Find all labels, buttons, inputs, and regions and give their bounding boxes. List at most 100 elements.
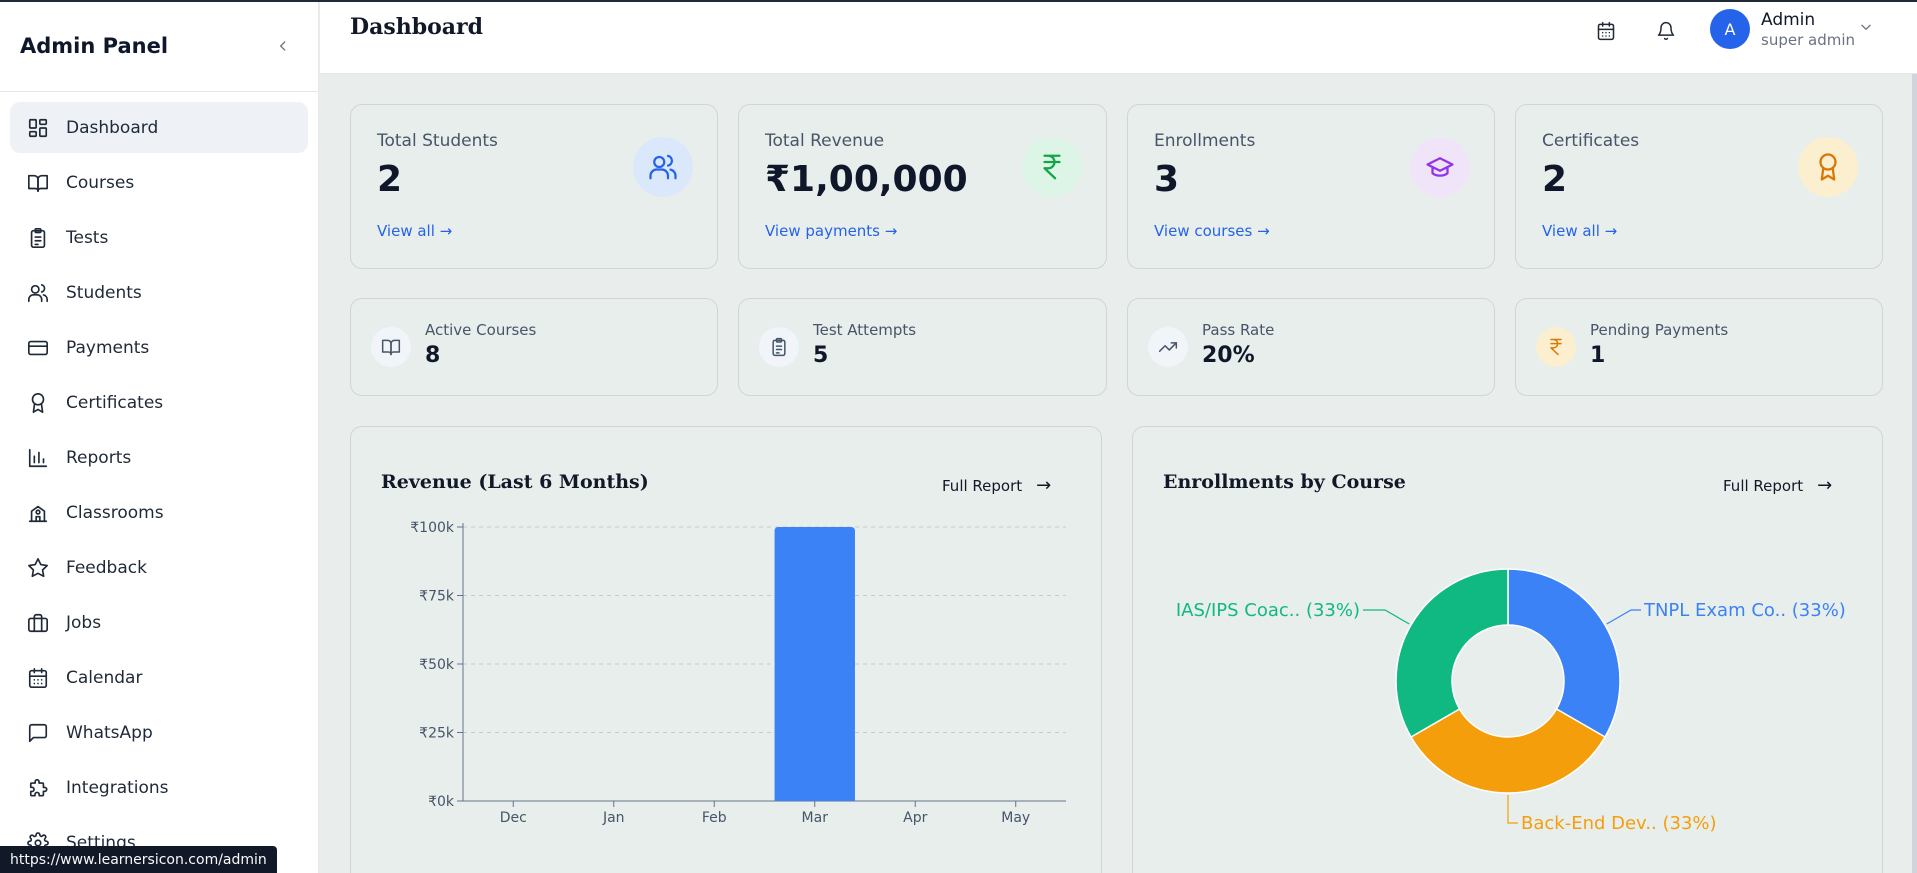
bar-chart-icon	[26, 446, 50, 470]
sidebar-item-certificates[interactable]: Certificates	[10, 377, 308, 428]
mini-label: Pending Payments	[1590, 321, 1729, 339]
y-tick-label: ₹50k	[419, 657, 455, 673]
rupee-icon	[1536, 327, 1576, 367]
sidebar-item-label: Students	[66, 282, 142, 303]
y-tick-label: ₹25k	[419, 726, 455, 742]
stat-label: Certificates	[1542, 131, 1640, 151]
sidebar-item-calendar[interactable]: Calendar	[10, 652, 308, 703]
message-icon	[26, 721, 50, 745]
graduation-cap-icon	[1410, 137, 1470, 197]
avatar[interactable]: A	[1710, 9, 1750, 49]
stat-card-total-students: Total Students 2 View all →	[350, 104, 718, 269]
book-icon	[371, 327, 411, 367]
arrow-right-icon: →	[1036, 475, 1052, 496]
x-tick-label: Jan	[602, 810, 625, 826]
view-courses-link[interactable]: View courses →	[1154, 222, 1270, 240]
mini-value: 5	[813, 343, 829, 368]
sidebar-item-label: Calendar	[66, 667, 143, 688]
stat-value: 2	[377, 159, 403, 200]
notifications-button[interactable]	[1652, 17, 1680, 45]
chevron-left-icon	[280, 40, 286, 51]
sidebar-item-tests[interactable]: Tests	[10, 212, 308, 263]
book-icon	[26, 171, 50, 195]
briefcase-icon	[26, 611, 50, 635]
stat-label: Enrollments	[1154, 131, 1256, 151]
stat-label: Total Revenue	[765, 131, 885, 151]
page-title: Dashboard	[350, 14, 483, 40]
sidebar-item-students[interactable]: Students	[10, 267, 308, 318]
page-scrollbar[interactable]	[1912, 74, 1917, 873]
enrollments-full-report-button[interactable]: Full Report →	[1723, 475, 1832, 496]
sidebar-item-label: Tests	[66, 227, 109, 248]
sidebar-item-whatsapp[interactable]: WhatsApp	[10, 707, 308, 758]
dashboard-icon	[26, 116, 50, 140]
y-tick-label: ₹0k	[428, 794, 455, 810]
donut-label: TNPL Exam Co.. (33%)	[1643, 600, 1846, 621]
donut-slice	[1395, 568, 1509, 739]
link-label: View all	[1542, 222, 1600, 240]
mini-label: Pass Rate	[1202, 321, 1275, 339]
stat-value: 2	[1542, 159, 1568, 200]
sidebar-item-payments[interactable]: Payments	[10, 322, 308, 373]
calendar-button[interactable]	[1592, 17, 1620, 45]
enrollments-chart-panel: Enrollments by Course Full Report → TNPL…	[1132, 426, 1883, 873]
x-tick-label: May	[1001, 810, 1030, 826]
button-label: Full Report	[942, 476, 1023, 495]
sidebar-title: Admin Panel	[20, 33, 169, 58]
top-header: Dashboard	[320, 0, 1917, 74]
donut-label: Back-End Dev.. (33%)	[1521, 813, 1717, 834]
x-tick-label: Apr	[903, 810, 927, 826]
link-label: View payments	[765, 222, 880, 240]
stat-label: Total Students	[377, 131, 498, 151]
revenue-full-report-button[interactable]: Full Report →	[942, 475, 1051, 496]
sidebar-item-dashboard[interactable]: Dashboard	[10, 102, 308, 153]
sidebar-item-label: Feedback	[66, 557, 147, 578]
sidebar-item-label: Reports	[66, 447, 132, 468]
button-label: Full Report	[1723, 476, 1804, 495]
user-name[interactable]: Admin	[1761, 10, 1816, 30]
revenue-bar-chart: ₹0k ₹25k ₹50k ₹75k ₹100k Dec Jan Feb Mar Apr May	[410, 520, 1066, 826]
school-icon	[26, 501, 50, 525]
star-icon	[26, 556, 50, 580]
award-icon	[26, 391, 50, 415]
sidebar: Admin Panel Dashboard Courses Tests Stud…	[0, 0, 319, 873]
sidebar-item-label: Jobs	[66, 612, 102, 633]
view-all-students-link[interactable]: View all →	[377, 222, 453, 240]
trending-up-icon	[1148, 327, 1188, 367]
calendar-icon	[1597, 21, 1615, 41]
view-all-certificates-link[interactable]: View all →	[1542, 222, 1618, 240]
stat-card-certificates: Certificates 2 View all →	[1515, 104, 1883, 269]
y-tick-label: ₹100k	[410, 520, 455, 536]
enrollments-donut-chart: TNPL Exam Co.. (33%) Back-End Dev.. (33%)…	[1176, 568, 1846, 834]
sidebar-item-feedback[interactable]: Feedback	[10, 542, 308, 593]
sidebar-item-classrooms[interactable]: Classrooms	[10, 487, 308, 538]
stat-value: 3	[1154, 159, 1180, 200]
status-bar-url: https://www.learnersicon.com/admin	[0, 846, 277, 873]
chevron-down-icon	[1861, 24, 1871, 30]
sidebar-header: Admin Panel	[0, 0, 318, 92]
panel-title: Enrollments by Course	[1163, 471, 1406, 493]
view-payments-link[interactable]: View payments →	[765, 222, 898, 240]
donut-leader-line	[1606, 609, 1641, 625]
sidebar-item-jobs[interactable]: Jobs	[10, 597, 308, 648]
revenue-chart-panel: Revenue (Last 6 Months) Full Report → ₹0…	[350, 426, 1102, 873]
stat-card-total-revenue: Total Revenue ₹1,00,000 View payments →	[738, 104, 1107, 269]
calendar-icon	[26, 666, 50, 690]
clipboard-icon	[759, 327, 799, 367]
bar	[774, 527, 855, 801]
donut-slice	[1507, 568, 1621, 739]
mini-card-test-attempts: Test Attempts 5	[738, 298, 1107, 396]
donut-slice	[1409, 707, 1607, 794]
sidebar-item-integrations[interactable]: Integrations	[10, 762, 308, 813]
sidebar-item-reports[interactable]: Reports	[10, 432, 308, 483]
mini-value: 20%	[1202, 343, 1255, 368]
rupee-icon	[1022, 137, 1082, 197]
x-tick-label: Dec	[500, 810, 527, 826]
sidebar-item-label: Certificates	[66, 392, 164, 413]
sidebar-item-courses[interactable]: Courses	[10, 157, 308, 208]
mini-card-active-courses: Active Courses 8	[350, 298, 718, 396]
user-menu-toggle[interactable]	[1859, 20, 1873, 38]
mini-card-pending-payments: Pending Payments 1	[1515, 298, 1883, 396]
user-role: super admin	[1761, 31, 1856, 49]
collapse-sidebar-button[interactable]	[268, 31, 298, 61]
